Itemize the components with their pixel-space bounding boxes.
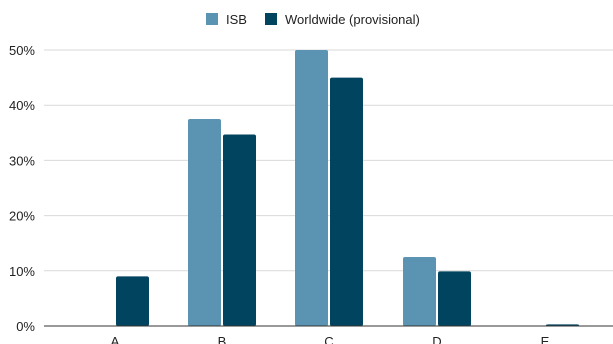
bar-c-worldwide — [330, 77, 363, 326]
legend-label-worldwide: Worldwide (provisional) — [285, 12, 420, 27]
legend-swatch-worldwide — [265, 13, 277, 25]
x-tick-label-c: C — [324, 334, 333, 344]
bars — [116, 50, 579, 326]
legend-label-isb: ISB — [226, 12, 247, 27]
bar-d-isb — [403, 257, 436, 326]
bar-d-worldwide — [438, 271, 471, 326]
y-axis-tick-labels: 0% 10% 20% 30% 40% 50% — [9, 43, 35, 334]
y-tick-label-30: 30% — [9, 153, 35, 168]
y-tick-label-50: 50% — [9, 43, 35, 58]
bar-b-isb — [188, 119, 221, 326]
y-tick-label-10: 10% — [9, 264, 35, 279]
x-tick-label-b: B — [218, 334, 227, 344]
y-tick-label-40: 40% — [9, 98, 35, 113]
x-axis-category-labels: A B C D E — [111, 334, 550, 344]
bar-a-worldwide — [116, 276, 149, 326]
y-tick-label-0: 0% — [16, 319, 35, 334]
legend: ISB Worldwide (provisional) — [206, 12, 420, 27]
x-tick-label-e: E — [541, 334, 550, 344]
x-tick-label-d: D — [432, 334, 441, 344]
bar-c-isb — [295, 50, 328, 326]
x-tick-label-a: A — [111, 334, 120, 344]
bar-b-worldwide — [223, 134, 256, 326]
gridlines — [44, 49, 613, 272]
y-tick-label-20: 20% — [9, 209, 35, 224]
legend-swatch-isb — [206, 13, 218, 25]
